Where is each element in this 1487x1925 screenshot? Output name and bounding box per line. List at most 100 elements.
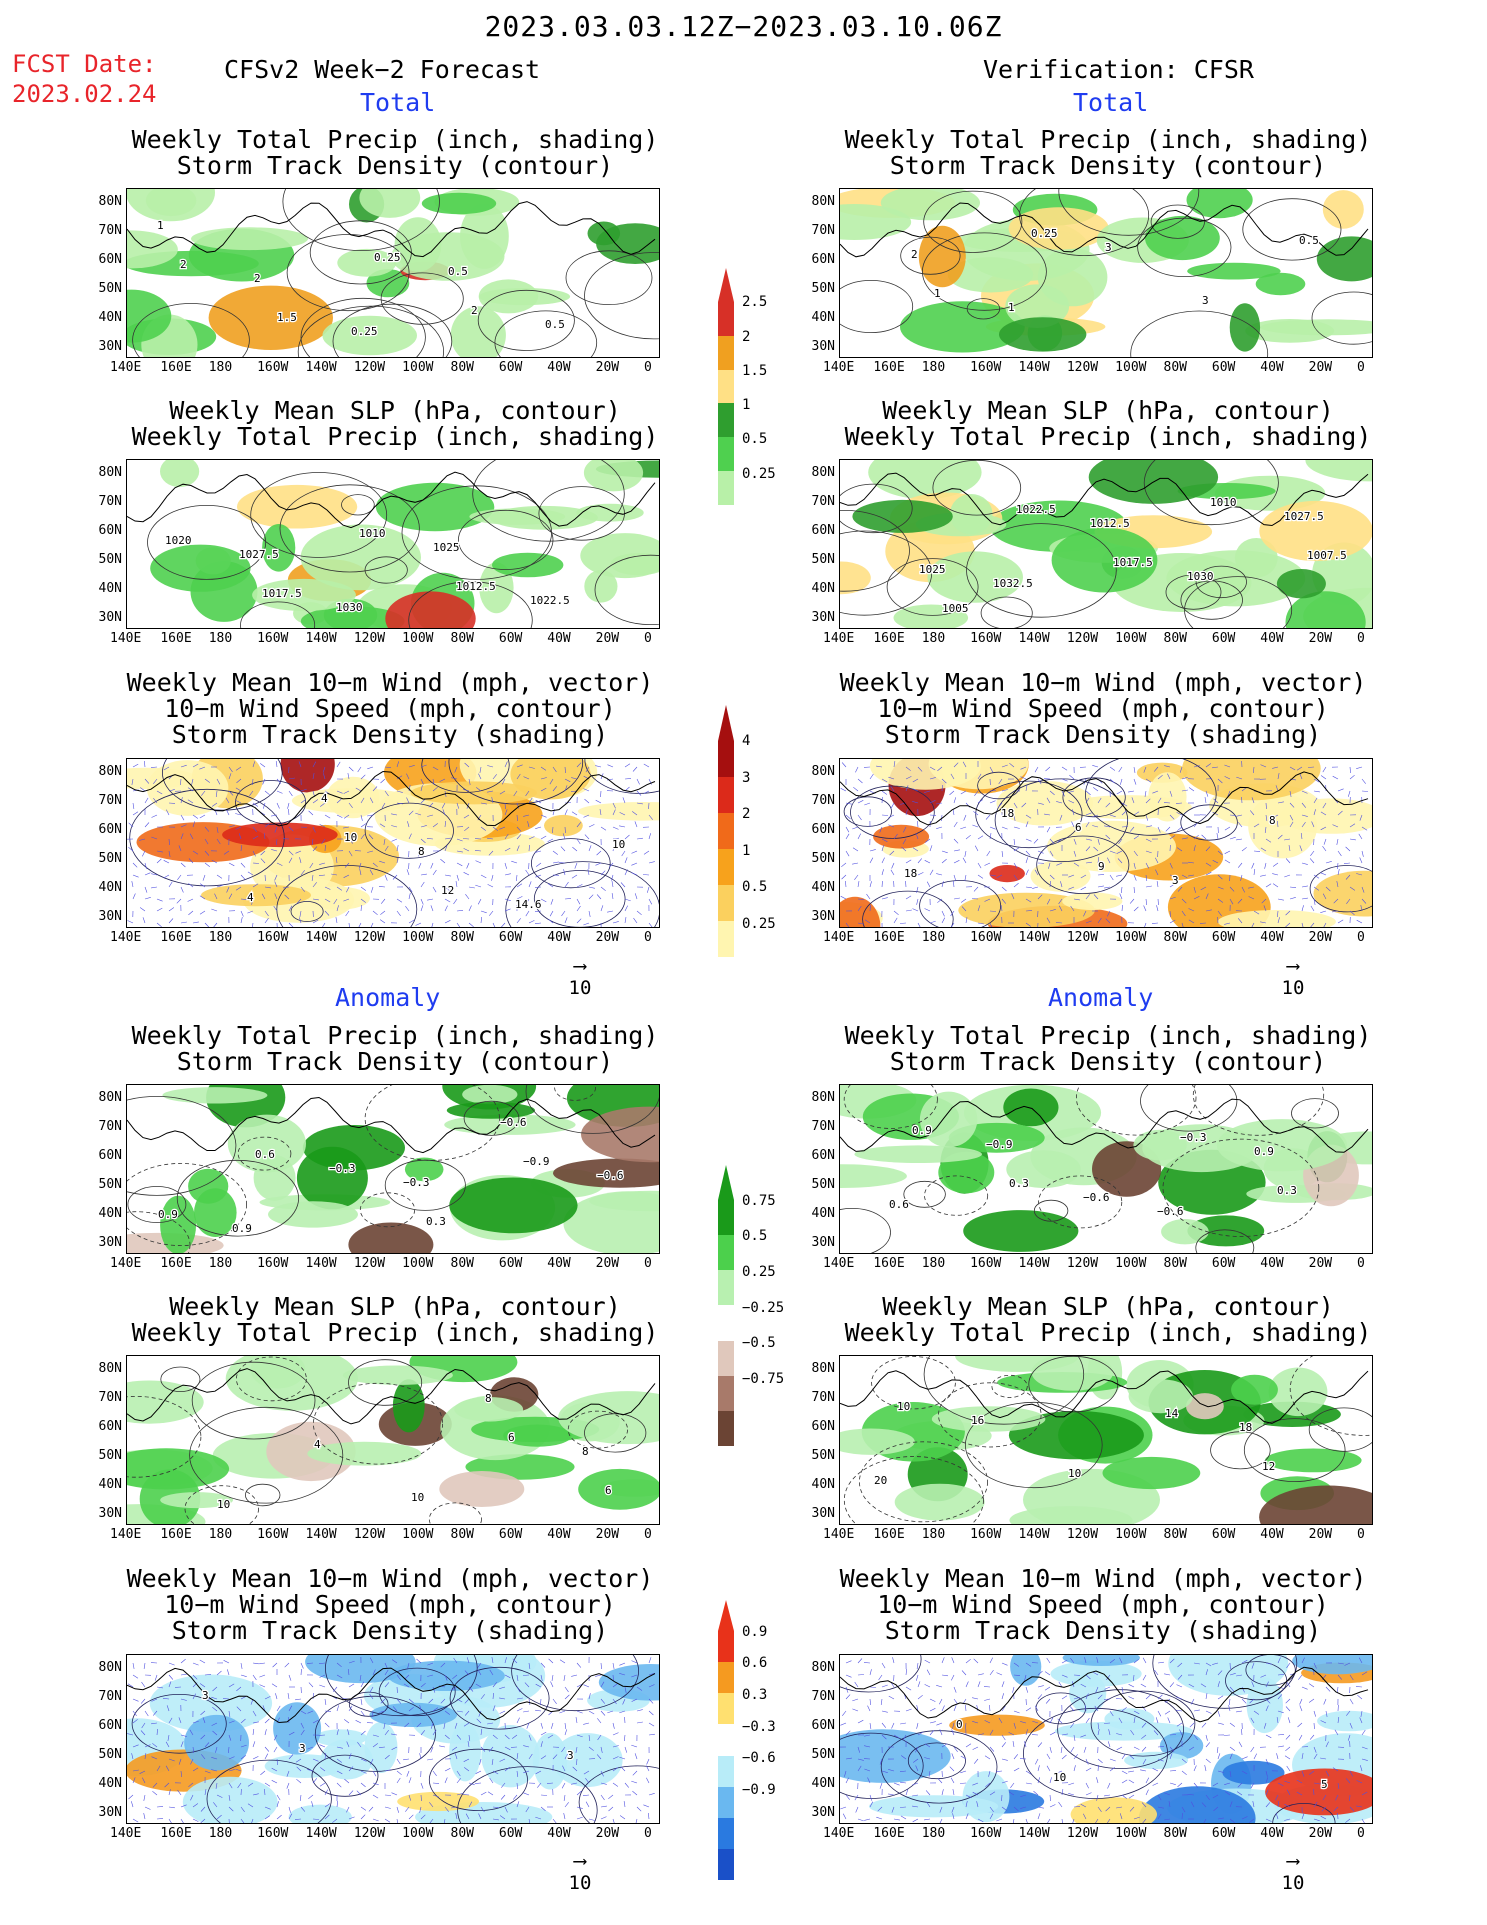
wind-vector xyxy=(1181,1806,1186,1813)
wind-vector xyxy=(1236,776,1243,780)
wind-vector xyxy=(1337,862,1339,870)
wind-vector xyxy=(1073,1754,1078,1760)
wind-vector xyxy=(636,790,642,796)
wind-vector xyxy=(240,1674,247,1677)
wind-vector xyxy=(1229,898,1234,905)
wind-vector xyxy=(881,1684,888,1688)
wind-vector xyxy=(370,1758,374,1765)
lon-label: 140E xyxy=(823,930,855,945)
wind-vector xyxy=(216,1794,223,1798)
wind-vector xyxy=(235,787,242,792)
wind-vector xyxy=(528,1698,531,1705)
wind-vector xyxy=(165,1741,170,1748)
lon-label: 0 xyxy=(1357,1527,1365,1542)
wind-vector xyxy=(1034,869,1039,876)
contour-line xyxy=(850,785,935,839)
wind-vector xyxy=(360,1730,366,1736)
shade-blob xyxy=(191,227,308,251)
shade-blob xyxy=(840,561,871,595)
wind-vector xyxy=(204,778,210,783)
wind-vector xyxy=(1129,826,1135,832)
wind-vector xyxy=(180,862,186,868)
wind-vector xyxy=(607,778,614,781)
wind-vector xyxy=(516,814,518,822)
wind-vector xyxy=(1057,1718,1063,1724)
lon-label: 20W xyxy=(595,1256,620,1271)
wind-vector xyxy=(648,1657,652,1664)
panel-title-ra3: Weekly Mean 10−m Wind (mph, vector) 10−m… xyxy=(839,1564,1367,1645)
wind-vector xyxy=(1049,838,1055,844)
wind-vector xyxy=(492,826,498,831)
wind-vector xyxy=(854,874,859,880)
contour-line xyxy=(184,1485,259,1524)
wind-vector xyxy=(1020,1806,1027,1809)
wind-vector xyxy=(852,826,859,830)
wind-vector xyxy=(286,1770,290,1777)
wind-vector xyxy=(635,1818,638,1823)
shade-blob xyxy=(1161,1219,1209,1245)
contour-line xyxy=(1076,1085,1197,1136)
wind-vector xyxy=(156,1806,164,1808)
wind-vector xyxy=(380,778,386,784)
wind-vector xyxy=(429,1802,434,1808)
wind-vector xyxy=(912,788,919,792)
wind-vector xyxy=(912,847,919,852)
wind-vector xyxy=(1001,1734,1006,1741)
wind-vector xyxy=(300,1710,307,1715)
lat-label: 70N xyxy=(98,494,122,509)
wind-vector xyxy=(648,861,655,864)
wind-vector xyxy=(1250,1746,1255,1753)
wind-vector xyxy=(961,906,967,912)
shade-blob xyxy=(462,1085,518,1105)
wind-vector xyxy=(950,910,955,917)
wind-vector xyxy=(857,833,861,840)
wind-vector xyxy=(1169,1746,1175,1752)
wind-vector xyxy=(408,1777,412,1784)
wind-vector xyxy=(190,1758,194,1765)
shade-blob xyxy=(449,1177,578,1234)
wind-vector xyxy=(127,1733,134,1736)
wind-vector xyxy=(1228,1705,1231,1712)
wind-vector xyxy=(1118,838,1123,844)
wind-vector xyxy=(427,898,434,901)
lon-label: 140W xyxy=(305,930,337,945)
shade-blob xyxy=(1317,1710,1372,1732)
lat-label: 40N xyxy=(811,1206,835,1221)
lon-label: 180 xyxy=(921,1527,946,1542)
lat-label: 50N xyxy=(811,851,835,866)
wind-vector xyxy=(384,766,392,768)
wind-vector xyxy=(1241,1816,1248,1820)
wind-vector xyxy=(1272,873,1279,876)
shade-blob xyxy=(840,896,881,927)
wind-vector xyxy=(384,1669,389,1676)
wind-vector xyxy=(192,1767,199,1772)
lon-label: 20W xyxy=(595,930,620,945)
wind-vector xyxy=(1037,778,1042,785)
wind-vector xyxy=(1277,834,1283,840)
wind-vector xyxy=(1107,857,1111,864)
shade-blob xyxy=(392,1379,425,1433)
wind-vector xyxy=(1013,814,1016,821)
wind-vector xyxy=(199,1683,206,1688)
wind-vector xyxy=(276,1814,282,1820)
wind-vector xyxy=(1260,921,1267,924)
contour-label: 14 xyxy=(1165,1407,1179,1420)
shade-blob xyxy=(1276,569,1326,599)
lat-label: 50N xyxy=(811,1747,835,1762)
wind-vector xyxy=(1145,885,1152,888)
wind-vector xyxy=(1037,802,1044,805)
lat-label: 50N xyxy=(98,552,122,567)
wind-vector xyxy=(1332,775,1339,780)
wind-vector xyxy=(936,826,943,829)
wind-vector xyxy=(516,874,518,882)
shade-blob xyxy=(840,1428,915,1455)
wind-vector xyxy=(378,1746,386,1748)
wind-vector xyxy=(511,860,518,864)
contour-line xyxy=(1272,1803,1336,1823)
colorbar-label: 0.5 xyxy=(742,431,768,448)
wind-vector xyxy=(989,1704,991,1712)
wind-vector xyxy=(420,1794,422,1802)
wind-vector xyxy=(200,1818,206,1823)
wind-vector xyxy=(1176,1684,1183,1688)
contour-line xyxy=(311,1754,379,1797)
